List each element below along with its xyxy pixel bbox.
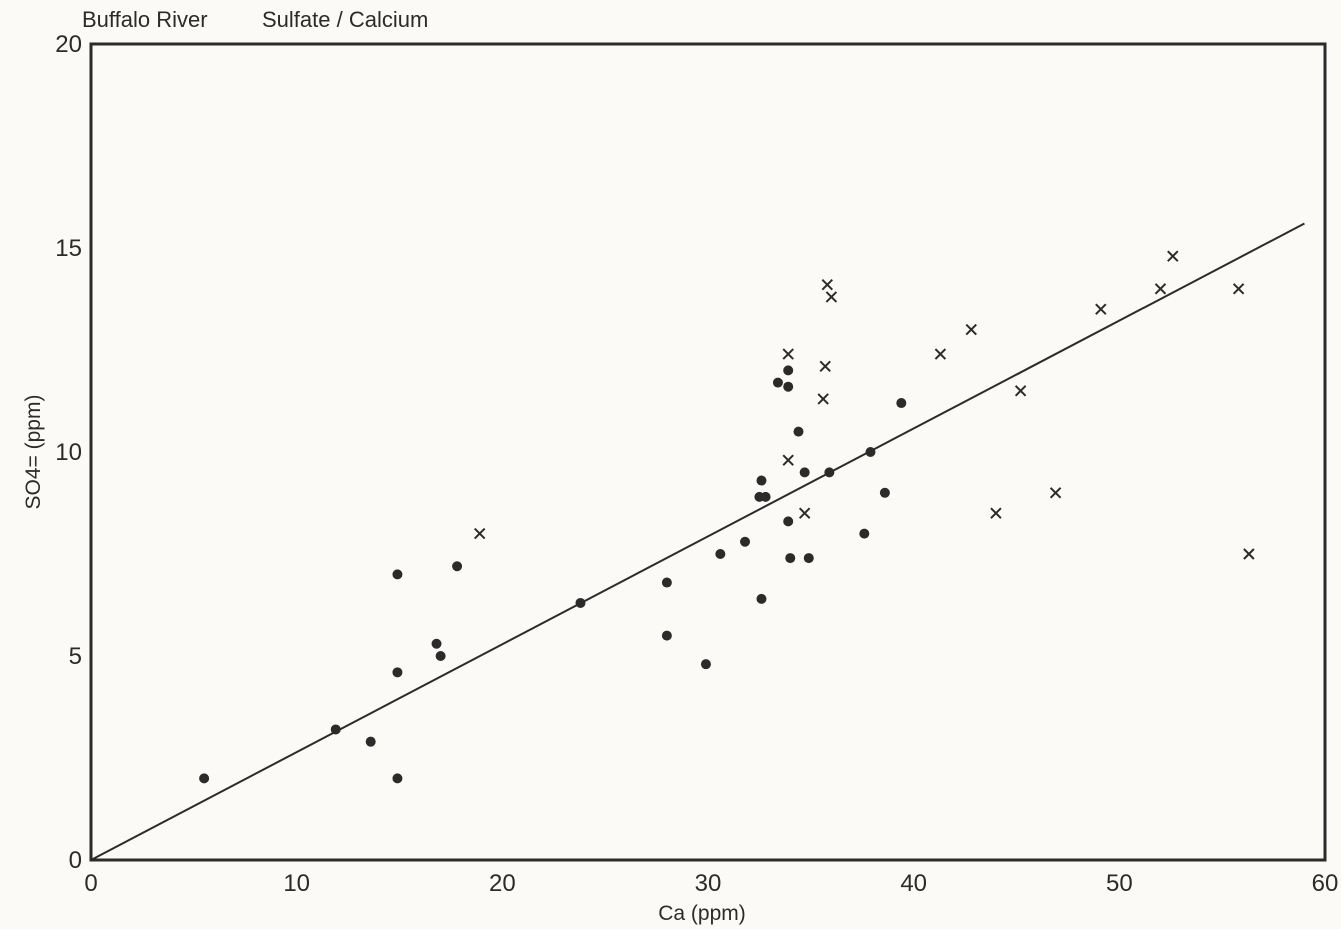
dot-point xyxy=(330,724,341,735)
cross-stroke xyxy=(1154,283,1167,295)
cross-point xyxy=(1095,303,1107,315)
cross-point xyxy=(819,360,831,373)
dot-point xyxy=(859,528,870,539)
dot-point xyxy=(700,659,711,670)
x-tick-label: 50 xyxy=(1106,870,1133,897)
dot-point xyxy=(431,638,442,649)
cross-stroke xyxy=(1095,303,1107,315)
x-tick-label: 0 xyxy=(84,870,97,897)
cross-stroke xyxy=(825,291,838,303)
dot-point xyxy=(435,651,446,661)
dot-point xyxy=(783,381,794,392)
x-tick-label: 40 xyxy=(900,870,927,897)
chart-subtitle: Sulfate / Calcium xyxy=(262,7,428,32)
dot-point xyxy=(661,630,672,641)
regression-line xyxy=(90,222,1305,861)
cross-point xyxy=(1243,548,1255,560)
dot-point xyxy=(793,426,804,437)
y-tick-label: 10 xyxy=(55,439,82,466)
plot-frame xyxy=(89,42,1327,862)
x-axis-label: Ca (ppm) xyxy=(658,902,746,925)
dot-point xyxy=(879,487,890,498)
cross-point xyxy=(1232,283,1245,295)
dot-point xyxy=(365,736,376,747)
y-tick-labels: 0 5 10 15 20 xyxy=(55,31,82,874)
chart-title: Buffalo River xyxy=(82,7,208,32)
dot-point xyxy=(756,593,767,604)
cross-point xyxy=(1154,283,1167,295)
dot-point xyxy=(799,467,810,478)
y-axis-label: SO4= (ppm) xyxy=(22,395,45,510)
cross-stroke xyxy=(1167,250,1179,262)
cross-stroke xyxy=(965,323,977,336)
y-tick-label: 20 xyxy=(55,31,82,58)
dot-point xyxy=(452,561,463,572)
cross-point xyxy=(1049,487,1062,499)
dot-point xyxy=(392,773,403,784)
dot-point xyxy=(772,377,783,388)
dot-point xyxy=(783,365,794,376)
x-tick-labels: 0 10 20 30 40 50 60 xyxy=(84,870,1338,897)
x-tick-label: 60 xyxy=(1312,870,1339,897)
cross-point xyxy=(474,527,486,540)
dot-point xyxy=(785,553,796,564)
cross-stroke xyxy=(1243,548,1255,560)
cross-stroke xyxy=(474,527,486,540)
dot-point xyxy=(575,597,586,608)
y-tick-label: 5 xyxy=(69,643,82,670)
dot-point xyxy=(896,398,907,409)
dot-point xyxy=(715,549,726,559)
cross-stroke xyxy=(821,279,833,291)
cross-stroke xyxy=(817,393,829,405)
data-points xyxy=(199,250,1255,784)
dot-point xyxy=(740,536,751,547)
cross-point xyxy=(1014,385,1027,397)
cross-point xyxy=(782,348,794,360)
x-tick-label: 20 xyxy=(489,870,516,897)
cross-point xyxy=(1167,250,1179,262)
cross-stroke xyxy=(782,454,794,466)
dot-point xyxy=(392,667,403,678)
regression-line-group xyxy=(90,222,1305,861)
x-tick-label: 10 xyxy=(283,870,310,897)
cross-stroke xyxy=(1014,385,1027,397)
cross-point xyxy=(817,393,829,405)
dot-point xyxy=(783,516,794,527)
dot-point xyxy=(199,773,210,784)
cross-stroke xyxy=(990,507,1002,519)
dot-point xyxy=(865,447,876,457)
dot-point xyxy=(803,553,814,564)
cross-stroke xyxy=(782,348,794,360)
cross-stroke xyxy=(1232,283,1245,295)
cross-stroke xyxy=(934,348,947,360)
y-tick-label: 15 xyxy=(55,235,82,262)
dot-point xyxy=(661,577,672,588)
cross-point xyxy=(965,323,977,336)
dot-point xyxy=(760,491,771,502)
cross-point xyxy=(782,454,794,466)
cross-stroke xyxy=(798,507,811,519)
dot-point xyxy=(392,569,403,580)
cross-point xyxy=(798,507,811,519)
cross-stroke xyxy=(819,360,831,373)
cross-point xyxy=(821,279,833,291)
cross-point xyxy=(825,291,838,303)
dot-point xyxy=(756,475,767,486)
y-tick-label: 0 xyxy=(69,847,82,874)
cross-point xyxy=(934,348,947,360)
dot-point xyxy=(824,467,835,478)
cross-point xyxy=(990,507,1002,519)
x-tick-label: 30 xyxy=(695,870,722,897)
cross-stroke xyxy=(1049,487,1062,499)
